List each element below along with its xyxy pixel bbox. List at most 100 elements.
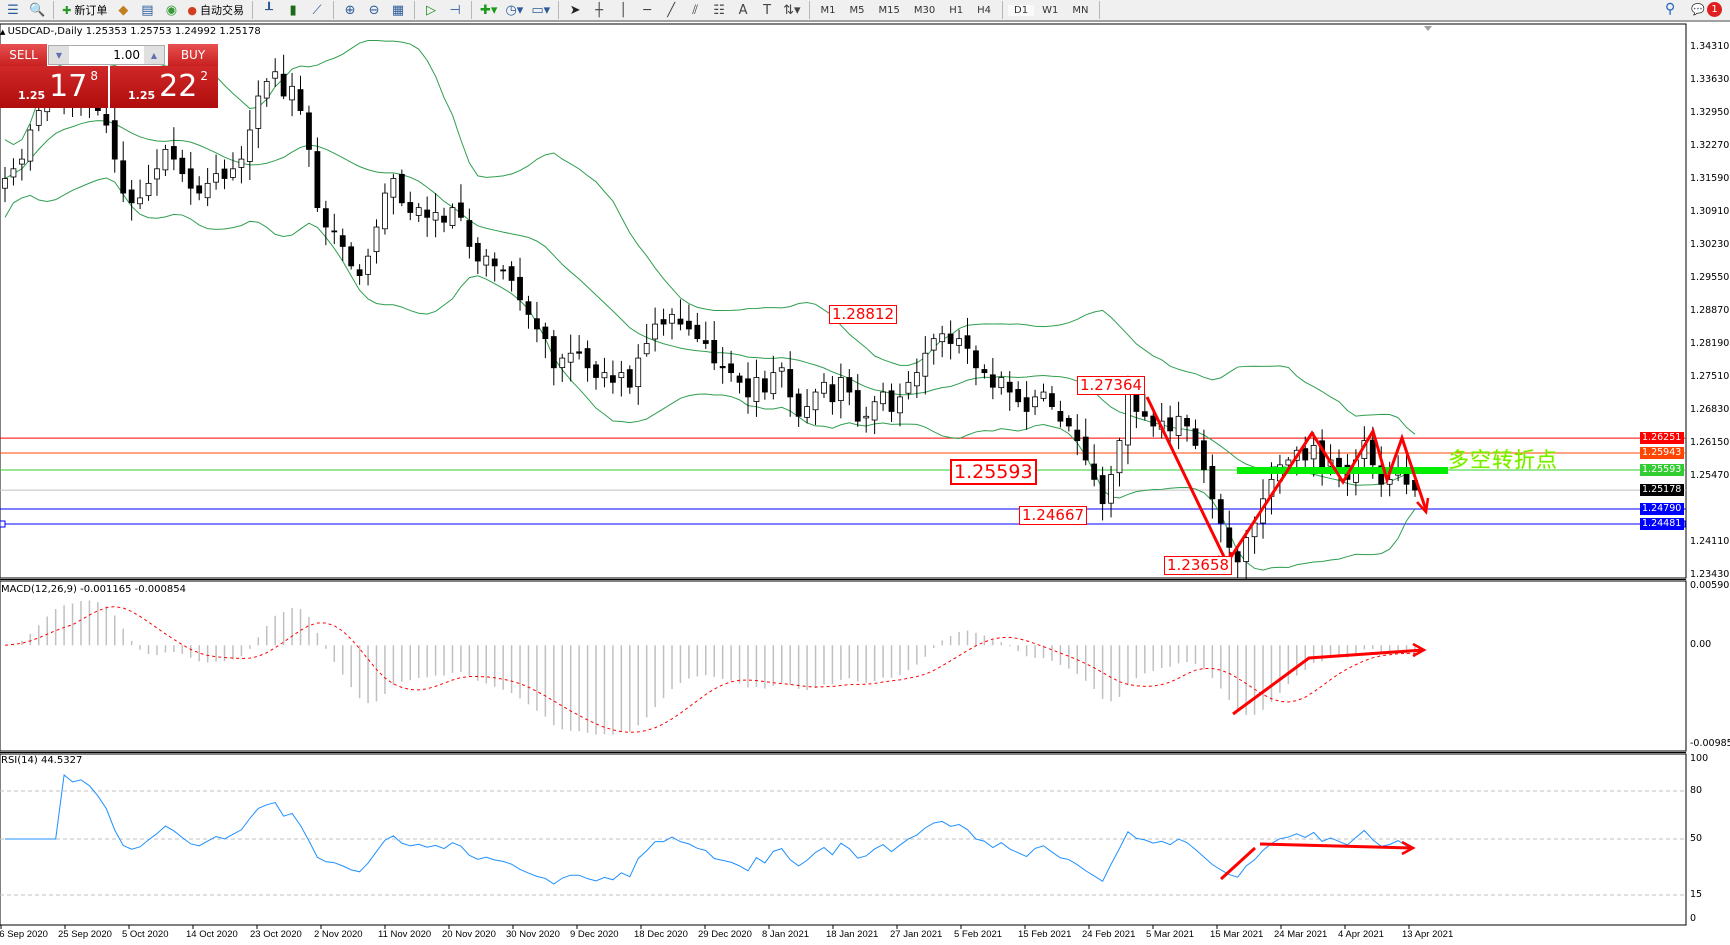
new-order-button[interactable]: ✚ 新订单 — [59, 0, 110, 20]
candle-bear — [702, 340, 709, 344]
zoom-chart-icon[interactable]: 🔍 — [29, 2, 46, 18]
candle-bull — [373, 226, 380, 253]
market-watch-icon[interactable]: ◆ — [118, 2, 129, 18]
autoscroll-icon[interactable]: ▷ — [426, 2, 437, 18]
candle-bear — [728, 363, 735, 374]
chart-shift-icon[interactable]: ⊣ — [449, 2, 461, 18]
search-icon[interactable]: ⚲ — [1665, 1, 1676, 17]
timeframe-d1[interactable]: D1 — [1008, 4, 1035, 16]
candle-bear — [170, 146, 177, 160]
trend-arrow-rsi-up[interactable] — [1219, 846, 1257, 881]
text-label-icon[interactable]: T — [763, 2, 772, 18]
candle-bear — [1133, 392, 1140, 412]
candlestick-icon[interactable]: ▮ — [289, 2, 297, 18]
lot-decrease-icon[interactable]: ▼ — [49, 46, 69, 64]
candle-bull — [10, 168, 17, 178]
timeframe-m1[interactable]: M1 — [820, 4, 836, 16]
candle-bull — [18, 158, 25, 165]
candle-bear — [280, 73, 287, 97]
fibonacci-icon[interactable]: ☷ — [713, 2, 725, 18]
candle-bull — [2, 178, 8, 189]
lot-size-input[interactable]: 1.00 — [113, 48, 140, 62]
price-label-high1[interactable]: 1.28812 — [829, 305, 898, 324]
candle-bear — [1091, 463, 1098, 480]
indicators-icon[interactable]: ✚▾ — [480, 2, 498, 18]
candle-bear — [306, 112, 312, 150]
candle-bear — [331, 230, 338, 233]
candle-bull — [913, 372, 920, 387]
crosshair-icon[interactable]: ┼ — [595, 2, 604, 18]
trend-arrow-rsi-flat[interactable] — [1259, 842, 1413, 850]
candle-bull — [601, 372, 608, 379]
bollinger-bands — [4, 39, 1416, 571]
price-label-low2[interactable]: 1.23658 — [1164, 556, 1233, 575]
buy-button[interactable]: BUY — [168, 44, 218, 66]
pivot-note-text[interactable]: 多空转折点 — [1448, 448, 1558, 472]
macd-signal-line — [4, 606, 1416, 733]
candle-bear — [1217, 499, 1224, 524]
candle-bear — [660, 319, 667, 325]
timeframe-m30[interactable]: M30 — [913, 4, 936, 16]
periods-icon[interactable]: ◷▾ — [505, 2, 524, 18]
lot-increase-icon[interactable]: ▲ — [144, 46, 164, 64]
bid-price-button[interactable]: 1.25 17 8 — [0, 66, 108, 108]
lot-size-stepper[interactable]: ▼ 1.00 ▲ — [48, 45, 165, 65]
timeframe-m15[interactable]: M15 — [878, 4, 900, 16]
tile-windows-icon[interactable]: ▦ — [391, 2, 405, 18]
candle-bear — [1302, 448, 1309, 461]
line-chart-icon[interactable]: ⟋ — [312, 2, 322, 18]
zoom-in-icon[interactable]: ⊕ — [344, 2, 356, 18]
date-axis-label: 16 Sep 2020 — [0, 929, 48, 940]
date-axis-label: 5 Mar 2021 — [1146, 929, 1195, 940]
candle-bull — [1116, 440, 1123, 474]
cursor-icon[interactable]: ➤ — [569, 2, 581, 18]
candle-bear — [854, 390, 861, 422]
trendline-icon[interactable]: ╱ — [667, 2, 676, 18]
price-axis-label: 1.26150 — [1690, 437, 1730, 448]
pane-frames — [0, 23, 1687, 929]
arrowhead — [1401, 840, 1416, 856]
candle-bear — [947, 333, 954, 344]
trend-arrow-macd[interactable] — [1232, 648, 1424, 716]
date-axis-label: 29 Dec 2020 — [698, 929, 752, 940]
horizontal-line-icon[interactable]: ─ — [643, 2, 652, 18]
arrows-icon[interactable]: ⇅▾ — [783, 2, 801, 18]
price-label-low1[interactable]: 1.24667 — [1019, 506, 1088, 525]
collapse-triangle-icon[interactable]: ▲ — [0, 28, 8, 36]
separator — [558, 1, 560, 19]
timeframe-mn[interactable]: MN — [1072, 4, 1089, 16]
templates-icon[interactable]: ▭▾ — [531, 2, 551, 18]
ask-pip: 2 — [200, 69, 208, 83]
candle-bear — [128, 189, 135, 204]
auto-trading-button[interactable]: ● 自动交易 — [184, 0, 247, 20]
separator — [252, 1, 254, 19]
bid-large: 17 — [49, 69, 88, 104]
trend-arrow-main[interactable] — [1145, 396, 1428, 567]
timeframe-m5[interactable]: M5 — [849, 4, 865, 16]
notifications-button[interactable]: 💬 1 — [1691, 1, 1722, 17]
sell-button[interactable]: SELL — [0, 44, 47, 66]
candle-bull — [365, 255, 371, 275]
candle-bull — [1032, 396, 1038, 408]
chart-properties-icon[interactable]: ☰ — [7, 2, 19, 18]
vertical-line-icon[interactable]: │ — [619, 2, 628, 18]
timeframe-w1[interactable]: W1 — [1042, 4, 1059, 16]
text-icon[interactable]: A — [738, 2, 748, 18]
signals-icon[interactable]: ◉ — [165, 2, 178, 18]
bar-chart-icon[interactable]: ┸ — [265, 2, 273, 18]
pivot-zone-bar[interactable] — [1237, 467, 1448, 474]
candle-bull — [669, 313, 675, 324]
candle-bear — [491, 258, 498, 267]
timeframe-h1[interactable]: H1 — [949, 4, 964, 16]
candle-bull — [905, 381, 912, 394]
price-label-high2[interactable]: 1.27364 — [1077, 376, 1146, 395]
navigator-icon[interactable]: ▤ — [141, 2, 154, 18]
macd-axis-label: 0.00 — [1690, 639, 1712, 651]
rsi-axis-label: 100 — [1690, 753, 1709, 764]
ask-price-button[interactable]: 1.25 22 2 — [110, 66, 218, 108]
timeframe-h4[interactable]: H4 — [977, 4, 992, 16]
zoom-out-icon[interactable]: ⊖ — [368, 2, 380, 18]
equidistant-channel-icon[interactable]: ⫽ — [692, 2, 699, 18]
price-label-pivot[interactable]: 1.25593 — [950, 459, 1037, 485]
